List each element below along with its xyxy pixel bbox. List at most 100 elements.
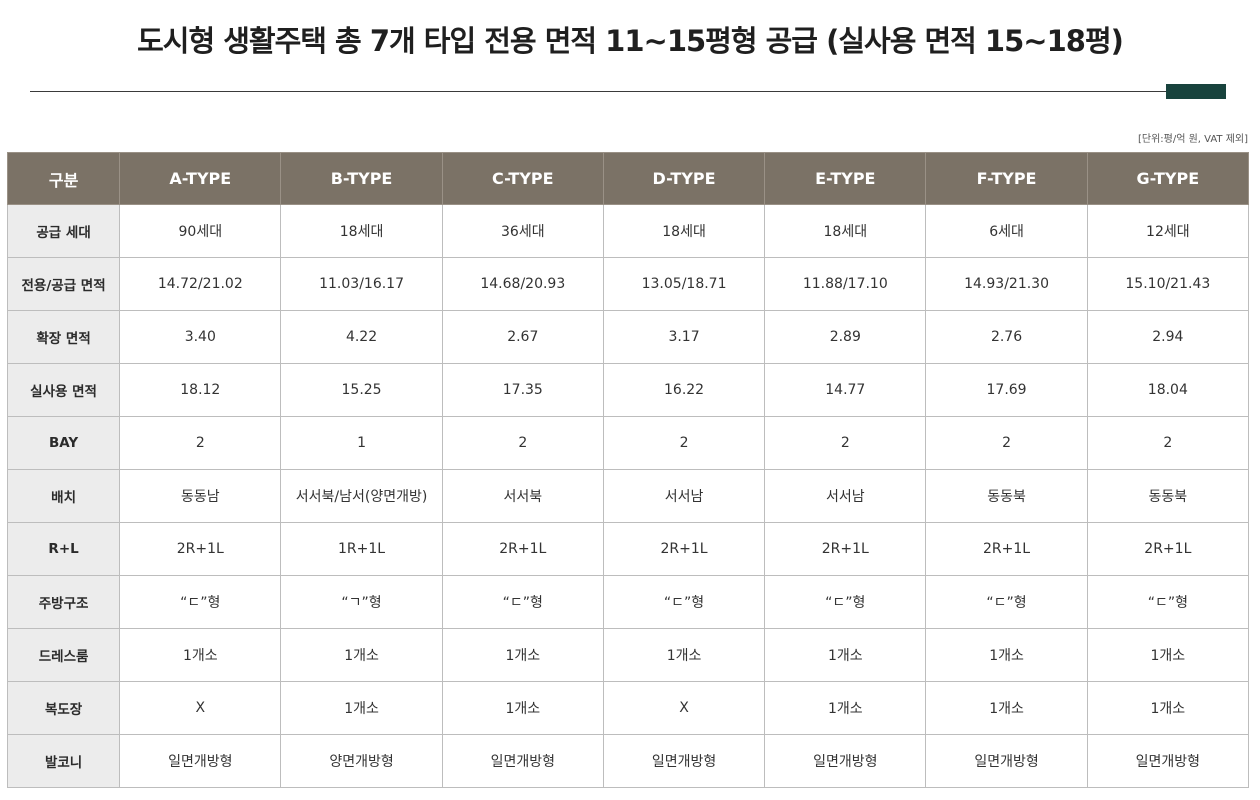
table-cell: 양면개방형 <box>280 734 443 788</box>
table-cell: 동동남 <box>119 469 282 523</box>
table-cell: 11.88/17.10 <box>764 257 927 311</box>
header-cell-g-type: G-TYPE <box>1086 152 1250 205</box>
table-cell: 2.94 <box>1086 310 1250 364</box>
table-cell: 2.89 <box>764 310 927 364</box>
table-cell: 16.22 <box>602 363 766 417</box>
table-cell: 1 <box>280 416 443 470</box>
table-cell: 15.10/21.43 <box>1086 257 1250 311</box>
header-cell-d-type: D-TYPE <box>602 152 766 205</box>
table-cell: 1개소 <box>925 681 1088 735</box>
title-divider <box>30 91 1170 92</box>
table-cell: 15.25 <box>280 363 443 417</box>
page-title: 도시형 생활주택 총 7개 타입 전용 면적 11~15평형 공급 (실사용 면… <box>137 24 1124 58</box>
table-cell: 14.72/21.02 <box>119 257 282 311</box>
table-cell: X <box>602 681 766 735</box>
type-spec-table: 구분 A-TYPE B-TYPE C-TYPE D-TYPE E-TYPE F-… <box>6 152 1250 788</box>
table-cell: 2 <box>441 416 604 470</box>
header-cell-c-type: C-TYPE <box>441 152 604 205</box>
table-row: 복도장 X 1개소 1개소 X 1개소 1개소 1개소 <box>6 681 1250 735</box>
table-cell: 2R+1L <box>764 522 927 576</box>
table-cell: 1개소 <box>1086 628 1250 682</box>
table-cell: 1개소 <box>441 681 604 735</box>
table-cell: 2 <box>1086 416 1250 470</box>
table-cell: 12세대 <box>1086 204 1250 258</box>
table-cell: 14.77 <box>764 363 927 417</box>
table-header-row: 구분 A-TYPE B-TYPE C-TYPE D-TYPE E-TYPE F-… <box>6 152 1250 205</box>
table-cell: 36세대 <box>441 204 604 258</box>
header-cell-a-type: A-TYPE <box>119 152 282 205</box>
table-cell: 1개소 <box>925 628 1088 682</box>
table-cell: 90세대 <box>119 204 282 258</box>
table-cell: 일면개방형 <box>602 734 766 788</box>
table-cell: 1개소 <box>280 628 443 682</box>
table-row: 주방구조 “ㄷ”형 “ㄱ”형 “ㄷ”형 “ㄷ”형 “ㄷ”형 “ㄷ”형 “ㄷ”형 <box>6 575 1250 629</box>
table-cell: 1개소 <box>1086 681 1250 735</box>
row-label: 실사용 면적 <box>6 363 121 417</box>
table-cell: “ㄷ”형 <box>1086 575 1250 629</box>
table-cell: 1개소 <box>119 628 282 682</box>
table-cell: “ㄷ”형 <box>764 575 927 629</box>
table-cell: 1개소 <box>764 681 927 735</box>
table-cell: X <box>119 681 282 735</box>
table-cell: 3.17 <box>602 310 766 364</box>
table-cell: 6세대 <box>925 204 1088 258</box>
table-cell: 1개소 <box>280 681 443 735</box>
table-cell: 18세대 <box>602 204 766 258</box>
row-label: R+L <box>6 522 121 576</box>
row-label: 주방구조 <box>6 575 121 629</box>
table-cell: 3.40 <box>119 310 282 364</box>
table-row: 실사용 면적 18.12 15.25 17.35 16.22 14.77 17.69 18.0… <box>6 363 1250 417</box>
table-row: BAY 2 1 2 2 2 2 2 <box>6 416 1250 470</box>
table-cell: 18.04 <box>1086 363 1250 417</box>
table-cell: 2R+1L <box>1086 522 1250 576</box>
table-cell: 18세대 <box>280 204 443 258</box>
row-label: BAY <box>6 416 121 470</box>
table-cell: 2R+1L <box>602 522 766 576</box>
header-cell-f-type: F-TYPE <box>925 152 1088 205</box>
table-body: 공급 세대 90세대 18세대 36세대 18세대 18세대 6세대 12세대 전용/공급 면적… <box>6 204 1250 788</box>
table-cell: 일면개방형 <box>441 734 604 788</box>
table-cell: 1개소 <box>602 628 766 682</box>
table-cell: 동동북 <box>1086 469 1250 523</box>
table-cell: 1R+1L <box>280 522 443 576</box>
table-row: 배치 동동남 서서북/남서(양면개방) 서서북 서서남 서서남 동동북 동동북 <box>6 469 1250 523</box>
row-label: 전용/공급 면적 <box>6 257 121 311</box>
table-cell: 18세대 <box>764 204 927 258</box>
table-cell: 1개소 <box>764 628 927 682</box>
row-label: 발코니 <box>6 734 121 788</box>
table-cell: 2R+1L <box>441 522 604 576</box>
row-label: 복도장 <box>6 681 121 735</box>
table-cell: “ㄷ”형 <box>602 575 766 629</box>
table-cell: 일면개방형 <box>1086 734 1250 788</box>
table-cell: 13.05/18.71 <box>602 257 766 311</box>
row-label: 확장 면적 <box>6 310 121 364</box>
table-cell: 2R+1L <box>119 522 282 576</box>
divider-accent-bar <box>1166 84 1226 99</box>
header-cell-category: 구분 <box>6 152 121 205</box>
table-cell: 14.93/21.30 <box>925 257 1088 311</box>
row-label: 배치 <box>6 469 121 523</box>
table-cell: “ㄷ”형 <box>119 575 282 629</box>
table-cell: 17.35 <box>441 363 604 417</box>
row-label: 공급 세대 <box>6 204 121 258</box>
table-cell: “ㄱ”형 <box>280 575 443 629</box>
table-cell: “ㄷ”형 <box>925 575 1088 629</box>
unit-note: [단위:평/억 원, VAT 제외] <box>1137 134 1248 145</box>
table-cell: 2 <box>119 416 282 470</box>
table-cell: 2 <box>764 416 927 470</box>
table-cell: 1개소 <box>441 628 604 682</box>
table-row: 전용/공급 면적 14.72/21.02 11.03/16.17 14.68/20.9… <box>6 257 1250 311</box>
table-cell: 서서남 <box>764 469 927 523</box>
table-row: 드레스룸 1개소 1개소 1개소 1개소 1개소 1개소 1개소 <box>6 628 1250 682</box>
table-row: R+L 2R+1L 1R+1L 2R+1L 2R+1L 2R+1L 2R+1L 2R+1L <box>6 522 1250 576</box>
table-cell: 서서남 <box>602 469 766 523</box>
table-cell: 일면개방형 <box>119 734 282 788</box>
header-cell-b-type: B-TYPE <box>280 152 443 205</box>
table-cell: 17.69 <box>925 363 1088 417</box>
table-row: 발코니 일면개방형 양면개방형 일면개방형 일면개방형 일면개방형 일면개방형 일면개방형 <box>6 734 1250 788</box>
table-cell: 2.67 <box>441 310 604 364</box>
table-cell: 18.12 <box>119 363 282 417</box>
table-cell: 4.22 <box>280 310 443 364</box>
table-row: 공급 세대 90세대 18세대 36세대 18세대 18세대 6세대 12세대 <box>6 204 1250 258</box>
table-cell: 2.76 <box>925 310 1088 364</box>
